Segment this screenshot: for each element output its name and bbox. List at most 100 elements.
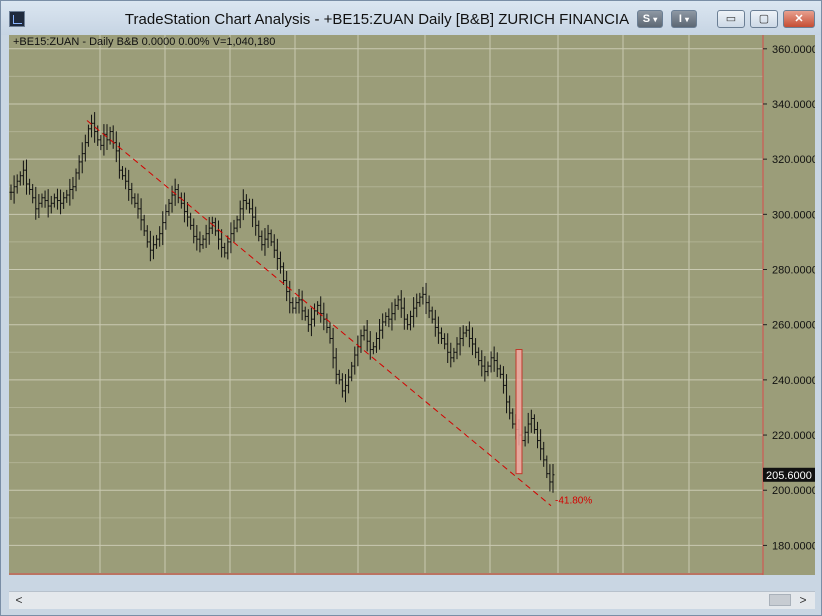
price-bar [511, 408, 515, 429]
price-bar [244, 194, 248, 210]
s-label: S [642, 13, 651, 25]
price-bar [430, 306, 434, 324]
dropdown-icon: ▾ [685, 15, 690, 24]
price-bar [130, 182, 134, 205]
price-bar [288, 280, 292, 314]
minimize-button[interactable]: ▭ [717, 10, 745, 28]
price-bar [343, 374, 347, 403]
price-bar [204, 224, 208, 248]
price-bar [449, 342, 453, 368]
price-bar [387, 308, 391, 328]
maximize-button[interactable]: ▢ [750, 10, 778, 28]
price-bar [223, 242, 227, 258]
price-bar [74, 168, 78, 192]
price-bar [65, 189, 69, 203]
scroll-thumb[interactable] [769, 594, 791, 606]
scroll-right-icon[interactable]: > [799, 593, 807, 607]
price-bar [371, 342, 375, 355]
price-bar [365, 320, 369, 352]
status-line: +BE15:ZUAN - Daily B&B 0.0000 0.00% V=1,… [13, 36, 276, 48]
price-bar [142, 214, 146, 236]
price-bar [260, 230, 264, 251]
price-bar [31, 183, 35, 204]
price-bar [266, 224, 270, 248]
price-bar [415, 293, 419, 318]
price-bar [347, 369, 351, 394]
price-bar [483, 356, 487, 382]
price-bar [340, 373, 344, 398]
price-chart[interactable]: -41.80% 360.0000 340.0000 320.0000 300.0000… [9, 35, 818, 591]
price-bar [9, 184, 13, 201]
price-bar [46, 189, 50, 218]
s-dropdown-button[interactable]: S ▾ [637, 10, 663, 28]
price-bar [374, 332, 378, 353]
price-bar [207, 217, 211, 245]
price-bar [108, 126, 112, 145]
price-bar [526, 412, 530, 444]
price-bar [418, 292, 422, 307]
close-button[interactable]: ✕ [783, 10, 815, 28]
price-bar [529, 409, 533, 433]
price-bar [269, 229, 273, 247]
y-tick-label: 180.0000 [772, 540, 815, 552]
y-tick-label: 300.0000 [772, 209, 815, 221]
price-bar [124, 167, 128, 190]
price-bar [117, 142, 121, 179]
price-bar [71, 177, 75, 200]
price-bar [498, 364, 502, 379]
price-bar [362, 325, 366, 341]
trendline-label: -41.80% [555, 496, 592, 507]
y-tick-label: 260.0000 [772, 320, 815, 332]
price-bar [297, 288, 301, 314]
trendline[interactable] [86, 120, 552, 507]
price-bar [440, 327, 444, 344]
price-bar [55, 188, 59, 210]
price-bar [182, 192, 186, 223]
price-bar [480, 350, 484, 377]
price-bar [545, 455, 549, 479]
price-bar [272, 234, 276, 258]
y-tick-label: 220.0000 [772, 430, 815, 442]
y-tick-label: 240.0000 [772, 375, 815, 387]
price-bar [133, 193, 137, 208]
price-bar [263, 228, 267, 256]
price-bar [164, 204, 168, 230]
price-bar [390, 302, 394, 331]
i-dropdown-button[interactable]: I ▾ [671, 10, 697, 28]
price-bar [337, 369, 341, 385]
price-bar [508, 395, 512, 420]
price-bar [186, 202, 190, 227]
price-bar [275, 238, 279, 270]
dropdown-icon: ▾ [653, 15, 658, 24]
price-bar [436, 316, 440, 344]
price-bar [313, 303, 317, 327]
last-price-tag [763, 467, 815, 482]
price-bar [378, 318, 382, 350]
price-bar [384, 312, 388, 327]
price-bar [328, 322, 332, 344]
price-bar [201, 234, 205, 249]
chart-area[interactable]: -41.80% 360.0000 340.0000 320.0000 300.0000… [9, 35, 818, 591]
price-bar [21, 160, 25, 186]
price-bar [195, 225, 199, 251]
price-bar [542, 441, 546, 467]
i-label: I [678, 13, 682, 25]
highlight-box[interactable] [515, 349, 523, 475]
price-bar [18, 171, 22, 186]
price-bar [536, 421, 540, 449]
maximize-icon: ▢ [758, 13, 770, 25]
title-bar[interactable]: TradeStation Chart Analysis - +BE15:ZUAN… [1, 1, 821, 35]
y-tick-label: 280.0000 [772, 265, 815, 277]
price-bar [501, 366, 505, 394]
price-bar [49, 195, 53, 214]
close-icon: ✕ [794, 13, 804, 25]
price-bar [427, 295, 431, 319]
price-bar [170, 185, 174, 213]
price-bar [15, 174, 19, 194]
price-bar [412, 297, 416, 328]
price-bar [83, 134, 87, 162]
price-bar [217, 220, 221, 250]
scroll-left-icon[interactable]: < [15, 593, 23, 607]
price-bar [532, 414, 536, 434]
horizontal-scrollbar[interactable]: < > [9, 591, 815, 609]
